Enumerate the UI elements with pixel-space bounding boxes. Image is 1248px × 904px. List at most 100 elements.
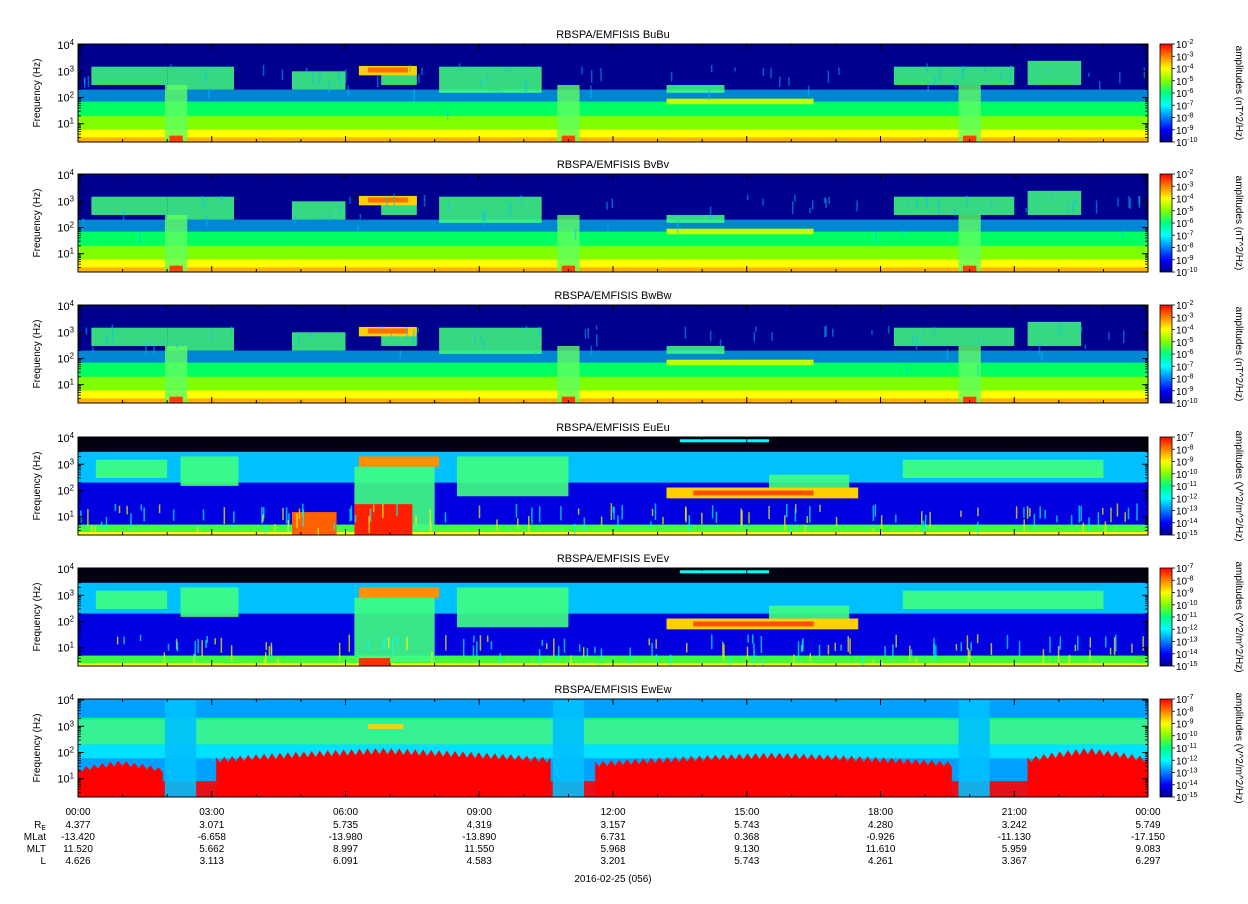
colorbar-tick-label: 10-4: [1176, 323, 1194, 337]
x-tick-label: 09:00: [467, 807, 492, 818]
y-tick-label: 103: [57, 457, 74, 471]
colorbar-tick-label: 10-8: [1176, 442, 1194, 456]
ephemeris-value: 5.735: [333, 820, 358, 831]
colorbar-tick-label: 10-10: [1176, 729, 1198, 743]
ephemeris-value: 9.130: [734, 844, 759, 855]
y-axis-label: Frequency (Hz): [32, 583, 43, 652]
colorbar-label: amplitudes (nT^2/Hz): [1233, 46, 1244, 141]
ephemeris-label: MLat: [24, 832, 46, 843]
ephemeris-value: -13.890: [462, 832, 496, 843]
colorbar-label: amplitudes (nT^2/Hz): [1233, 176, 1244, 271]
colorbar-tick-label: 10-5: [1176, 335, 1194, 349]
ephemeris-value: 0.368: [734, 832, 759, 843]
y-tick-label: 104: [57, 562, 74, 576]
colorbar-label: amplitudes (nT^2/Hz): [1233, 307, 1244, 402]
ephemeris-value: 8.997: [333, 844, 358, 855]
x-tick-label: 00:00: [1135, 807, 1160, 818]
colorbar-tick-label: 10-10: [1176, 396, 1198, 410]
ephemeris-value: 4.261: [868, 856, 893, 867]
x-tick-label: 21:00: [1002, 807, 1027, 818]
colorbar-tick-label: 10-9: [1176, 455, 1194, 469]
x-tick-label: 12:00: [600, 807, 625, 818]
colorbar-tick-label: 10-6: [1176, 86, 1194, 100]
colorbar-tick-label: 10-14: [1176, 778, 1198, 792]
colorbar-tick-label: 10-2: [1176, 167, 1194, 181]
panel-3: RBSPA/EMFISIS BwBw Frequency (Hz) 104 103 10…: [32, 290, 1244, 410]
colorbar-tick-label: 10-15: [1176, 659, 1198, 673]
colorbar-tick-label: 10-6: [1176, 216, 1194, 230]
ephemeris-value: 11.550: [464, 844, 494, 855]
colorbar: [1159, 436, 1173, 536]
y-axis-label: Frequency (Hz): [32, 320, 43, 389]
y-tick-label: 101: [57, 641, 74, 655]
ephemeris-value: 3.367: [1002, 856, 1027, 867]
y-tick-label: 102: [57, 483, 74, 497]
panel-title: RBSPA/EMFISIS BuBu: [556, 29, 670, 41]
ephemeris-value: 6.091: [333, 856, 358, 867]
colorbar: [1159, 173, 1173, 273]
y-axis-label: Frequency (Hz): [32, 59, 43, 128]
ephemeris-value: 11.610: [866, 844, 896, 855]
ephemeris-value: 11.520: [63, 844, 93, 855]
ephemeris-value: 6.297: [1135, 856, 1160, 867]
colorbar-tick-label: 10-8: [1176, 111, 1194, 125]
spectrogram-image: [78, 699, 1148, 797]
ephemeris-value: 4.583: [467, 856, 492, 867]
ephemeris-value: -0.926: [866, 832, 895, 843]
spectrogram-image: [78, 174, 1148, 272]
colorbar-tick-label: 10-15: [1176, 528, 1198, 542]
colorbar-tick-label: 10-7: [1176, 561, 1194, 575]
colorbar-tick-label: 10-2: [1176, 298, 1194, 312]
colorbar-tick-label: 10-12: [1176, 622, 1198, 636]
colorbar-tick-label: 10-11: [1176, 479, 1197, 493]
x-axis-label: 2016-02-25 (056): [574, 874, 651, 885]
ephemeris-value: 4.377: [65, 820, 90, 831]
y-tick-label: 103: [57, 588, 74, 602]
colorbar-tick-label: 10-4: [1176, 62, 1194, 76]
ephemeris-value: 3.242: [1002, 820, 1027, 831]
colorbar-tick-label: 10-7: [1176, 98, 1194, 112]
ephemeris-value: 5.959: [1002, 844, 1027, 855]
ephemeris-value: -13.420: [61, 832, 95, 843]
y-tick-label: 102: [57, 351, 74, 365]
colorbar-tick-label: 10-11: [1176, 610, 1197, 624]
ephemeris-value: 3.201: [600, 856, 625, 867]
colorbar-tick-label: 10-7: [1176, 359, 1194, 373]
ephemeris-value: 5.662: [199, 844, 224, 855]
ephemeris-value: 9.083: [1135, 844, 1160, 855]
colorbar-tick-label: 10-5: [1176, 204, 1194, 218]
y-axis-label: Frequency (Hz): [32, 452, 43, 521]
colorbar-tick-label: 10-10: [1176, 598, 1198, 612]
colorbar-tick-label: 10-12: [1176, 491, 1198, 505]
colorbar-tick-label: 10-9: [1176, 384, 1194, 398]
colorbar-tick-label: 10-8: [1176, 372, 1194, 386]
colorbar-tick-label: 10-10: [1176, 265, 1198, 279]
y-tick-label: 101: [57, 117, 74, 131]
y-tick-label: 102: [57, 220, 74, 234]
y-tick-label: 101: [57, 510, 74, 524]
y-tick-label: 102: [57, 90, 74, 104]
colorbar-tick-label: 10-4: [1176, 192, 1194, 206]
colorbar-tick-label: 10-10: [1176, 467, 1198, 481]
ephemeris-label: MLT: [27, 844, 46, 855]
colorbar-tick-label: 10-13: [1176, 635, 1198, 649]
colorbar-label: amplitudes (V^2/m^2/Hz): [1233, 561, 1244, 672]
x-tick-label: 06:00: [333, 807, 358, 818]
colorbar-tick-label: 10-7: [1176, 228, 1194, 242]
ephemeris-value: -13.980: [329, 832, 363, 843]
colorbar-tick-label: 10-3: [1176, 310, 1194, 324]
colorbar-tick-label: 10-13: [1176, 504, 1198, 518]
colorbar-tick-label: 10-3: [1176, 49, 1194, 63]
y-tick-label: 104: [57, 299, 74, 313]
panel-title: RBSPA/EMFISIS EuEu: [556, 422, 670, 434]
panel-2: RBSPA/EMFISIS BvBv Frequency (Hz) 104 103 10…: [32, 159, 1244, 279]
colorbar-tick-label: 10-14: [1176, 647, 1198, 661]
ephemeris-value: 3.113: [200, 856, 225, 867]
panel-title: RBSPA/EMFISIS EwEw: [554, 684, 671, 696]
spectrogram-image: [78, 568, 1148, 666]
ephemeris-value: 3.071: [199, 820, 224, 831]
colorbar-tick-label: 10-8: [1176, 704, 1194, 718]
colorbar-tick-label: 10-8: [1176, 573, 1194, 587]
panel-title: RBSPA/EMFISIS BwBw: [554, 290, 671, 302]
